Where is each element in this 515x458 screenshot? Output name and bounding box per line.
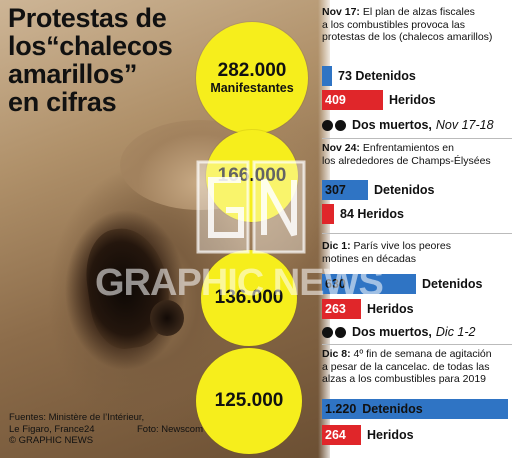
event-text-line: El plan de alzas fiscales <box>362 6 475 18</box>
deaths-date: Dic 1-2 <box>435 325 476 339</box>
detained-count: 1.220 <box>325 402 357 416</box>
event-dic8-text: Dic 8: 4º fin de semana de agitación a p… <box>322 348 512 386</box>
event-date: Nov 17: <box>322 6 360 18</box>
statue-mouth <box>150 300 184 336</box>
injured-label: Heridos <box>357 207 404 221</box>
title-line-1: Protestas de <box>8 3 167 33</box>
injured-count: 84 <box>340 207 354 221</box>
injured-bar: 409 <box>322 90 383 110</box>
event-dic1-detained: 630 Detenidos <box>322 274 482 294</box>
event-text-line: alzas a los combustibles para 2019 <box>322 373 487 385</box>
title-line-4: en cifras <box>8 87 117 117</box>
detained-label: Detenidos <box>362 402 423 416</box>
event-date: Nov 24: <box>322 142 360 154</box>
event-date: Dic 8: <box>322 348 351 360</box>
page-title: Protestas de los“chalecos amarillos” en … <box>8 4 198 116</box>
event-text-line: Enfrentamientos en <box>362 142 454 154</box>
protesters-circle-dic1: 136.000 <box>201 250 297 346</box>
event-text-line: motines en décadas <box>322 252 416 265</box>
detained-count: 307 <box>325 183 346 197</box>
event-nov24-detained: 307 Detenidos <box>322 180 434 200</box>
protesters-circle-dic8: 125.000 <box>196 348 302 454</box>
injured-count: 409 <box>325 93 346 107</box>
event-nov17-injured: 409 Heridos <box>322 90 436 110</box>
event-dic1-text: Dic 1: París vive los peores motines en … <box>322 240 512 265</box>
copyright: © GRAPHIC NEWS <box>9 435 94 446</box>
detained-count: 73 <box>338 69 352 83</box>
event-date: Dic 1: <box>322 240 351 252</box>
injured-bar: 263 <box>322 299 361 319</box>
event-nov17-deaths: Dos muertos, Nov 17-18 <box>322 118 494 132</box>
event-nov17-text: Nov 17: El plan de alzas fiscales a los … <box>322 6 512 44</box>
injured-label: Heridos <box>367 428 414 442</box>
injured-label: Heridos <box>367 302 414 316</box>
detained-count: 630 <box>325 277 346 291</box>
event-dic8-injured: 264 Heridos <box>322 425 414 445</box>
title-line-2: los“chalecos <box>8 31 173 61</box>
injured-label: Heridos <box>389 93 436 107</box>
detained-bar: 630 <box>322 274 416 294</box>
death-dot-icon <box>322 119 333 131</box>
event-nov24-injured: 84 Heridos <box>322 204 404 224</box>
event-dic1-injured: 263 Heridos <box>322 299 414 319</box>
sources-credit: Fuentes: Ministère de l’Intérieur, Le Fi… <box>9 412 209 447</box>
protesters-circle-nov17: 282.000 Manifestantes <box>196 22 308 134</box>
injured-bar <box>322 204 334 224</box>
death-dot-icon <box>335 119 346 131</box>
detained-bar: 1.220 Detenidos <box>322 399 508 419</box>
event-text-line: a pesar de la cancelac. de todas las <box>322 360 490 373</box>
detained-bar: 307 <box>322 180 368 200</box>
injured-count: 264 <box>325 428 346 442</box>
deaths-date: Nov 17-18 <box>435 118 494 132</box>
protesters-count: 125.000 <box>214 390 284 411</box>
death-dot-icon <box>322 326 333 338</box>
event-nov24-text: Nov 24: Enfrentamientos en los alrededor… <box>322 142 512 167</box>
divider <box>322 138 512 139</box>
injured-bar: 264 <box>322 425 361 445</box>
deaths-label: Dos muertos, <box>352 118 432 132</box>
injured-count: 263 <box>325 302 346 316</box>
death-dot-icon <box>335 326 346 338</box>
event-text-line: a los combustibles provoca las <box>322 18 465 31</box>
sources-line-1: Fuentes: Ministère de l’Intérieur, <box>9 412 145 423</box>
event-text-line: protestas de los (chalecos amarillos) <box>322 31 493 43</box>
protesters-count: 282.000 <box>217 59 287 81</box>
protesters-count: 166.000 <box>217 165 287 186</box>
title-line-3: amarillos” <box>8 59 138 89</box>
protesters-label: Manifestantes <box>210 80 294 95</box>
sources-line-2: Le Figaro, France24 <box>9 423 95 435</box>
photo-credit: Foto: Newscom <box>137 423 203 435</box>
detained-label: Detenidos <box>422 277 483 291</box>
event-text-line: 4º fin de semana de agitación <box>353 348 492 360</box>
timeline-panel <box>318 0 515 458</box>
divider <box>322 344 512 345</box>
divider <box>322 233 512 234</box>
event-dic8-detained: 1.220 Detenidos <box>322 399 508 419</box>
detained-label: Detenidos <box>355 69 416 83</box>
event-text-line: los alrededores de Champs-Élysées <box>322 154 491 167</box>
deaths-label: Dos muertos, <box>352 325 432 339</box>
protesters-circle-nov24: 166.000 <box>206 130 298 222</box>
detained-bar <box>322 66 332 86</box>
protesters-count: 136.000 <box>214 287 284 308</box>
event-nov17-detained: 73 Detenidos <box>322 66 416 86</box>
detained-label: Detenidos <box>374 183 435 197</box>
event-dic1-deaths: Dos muertos, Dic 1-2 <box>322 325 475 339</box>
event-text-line: París vive los peores <box>353 240 451 252</box>
